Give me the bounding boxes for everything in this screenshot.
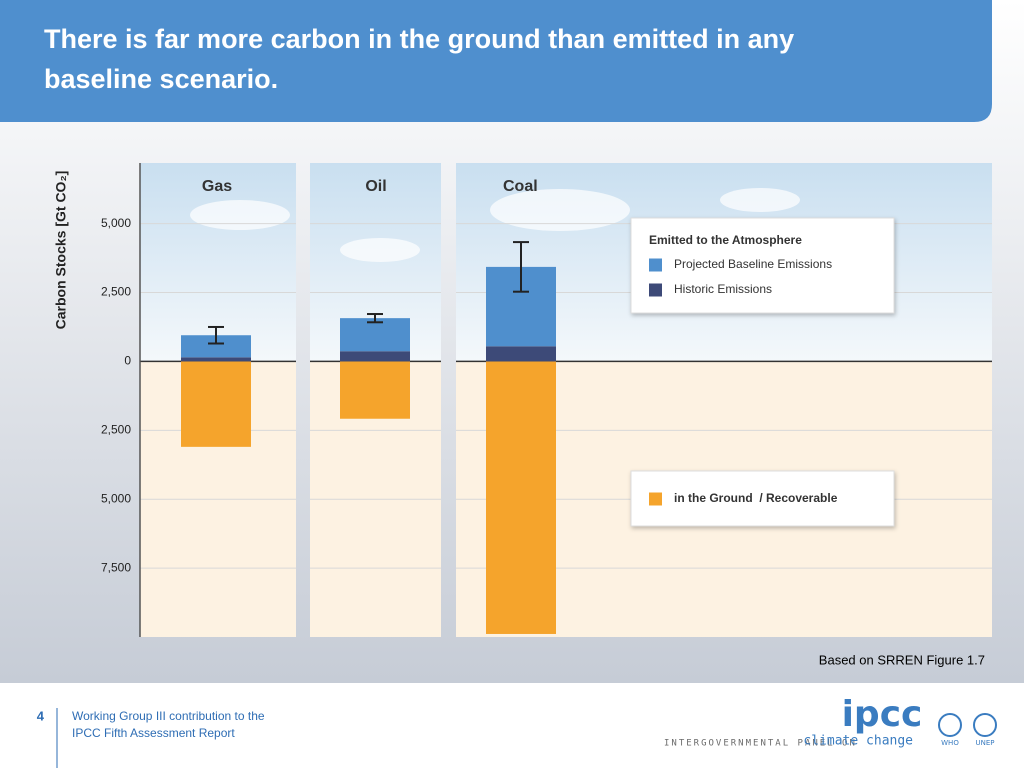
y-axis-title: Carbon Stocks [Gt CO₂] — [53, 171, 69, 330]
legend-swatch — [649, 492, 662, 506]
error-bar — [513, 241, 529, 293]
y-tick-label: 2,500 — [101, 422, 131, 436]
legend-label: Projected Baseline Emissions — [674, 257, 832, 271]
bar-segment — [340, 351, 410, 362]
legend-label: in the Ground / Recoverable — [674, 491, 838, 505]
bar-segment — [340, 318, 410, 352]
y-tick-label: 2,500 — [101, 285, 131, 299]
legend-label: Historic Emissions — [674, 282, 772, 296]
legend-title: Emitted to the Atmosphere — [649, 233, 802, 247]
footer — [0, 683, 1024, 768]
title-banner — [0, 0, 992, 122]
bar-segment — [486, 361, 556, 634]
category-label: Coal — [503, 178, 538, 195]
bar-segment — [181, 357, 251, 362]
category-label: Oil — [365, 178, 386, 195]
bar-segment — [181, 335, 251, 358]
cloud — [720, 188, 800, 212]
legend-swatch — [649, 258, 662, 272]
y-tick-label: 7,500 — [101, 560, 131, 574]
legend-box — [630, 470, 895, 527]
legend-swatch — [649, 283, 662, 297]
error-bar — [208, 325, 224, 345]
bar-segment — [340, 361, 410, 419]
y-tick-label: 0 — [124, 354, 131, 368]
ipcc-logo: ipcc — [842, 694, 923, 735]
cloud — [340, 238, 420, 262]
y-tick-label: 5,000 — [101, 216, 131, 230]
chart: 7,500 5,000 2,500 0 2,500 5,000 Carbon Stocks … — [53, 163, 992, 637]
slide-title: There is far more carbon in the ground t… — [44, 24, 802, 94]
error-bar — [367, 313, 383, 324]
cloud — [490, 189, 630, 231]
y-tick-label: 5,000 — [101, 491, 131, 505]
page-number: 4 — [37, 708, 45, 723]
logo-text: INTERGOVERNMENTAL PANEL ON — [664, 739, 857, 749]
logo-accent: climate change — [803, 734, 913, 749]
sky — [140, 163, 296, 362]
who-label: WHO — [941, 739, 959, 747]
title-line: There is far more carbon in the ground t… — [44, 24, 794, 54]
legend-box — [630, 217, 895, 314]
bar-segment — [486, 346, 556, 362]
cloud — [190, 200, 290, 230]
who-emblem — [938, 713, 962, 737]
unep-label: UNEP — [975, 739, 994, 747]
title-line: baseline scenario. — [44, 64, 278, 94]
source-note: Based on SRREN Figure 1.7 — [819, 652, 985, 667]
unep-emblem — [973, 713, 997, 737]
footer-text: Working Group III contribution to the — [72, 709, 265, 723]
category-label: Gas — [202, 178, 232, 195]
bar-segment — [181, 361, 251, 447]
footer-text: IPCC Fifth Assessment Report — [72, 726, 235, 740]
